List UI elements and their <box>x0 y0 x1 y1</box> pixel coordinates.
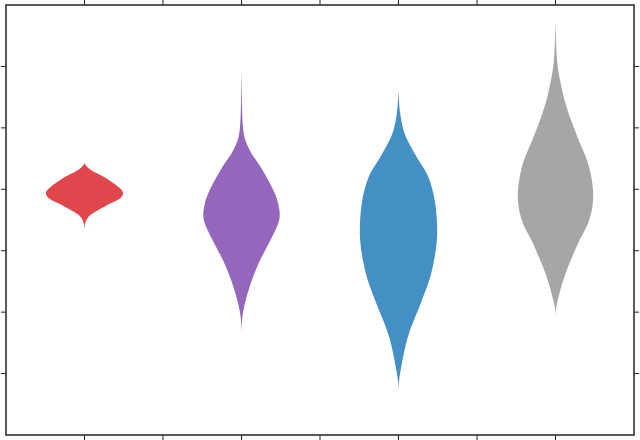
violin-group <box>45 23 594 389</box>
violin-3 <box>359 91 438 389</box>
violin-2 <box>203 72 280 331</box>
violin-1 <box>45 158 124 230</box>
violin-4 <box>517 23 594 316</box>
